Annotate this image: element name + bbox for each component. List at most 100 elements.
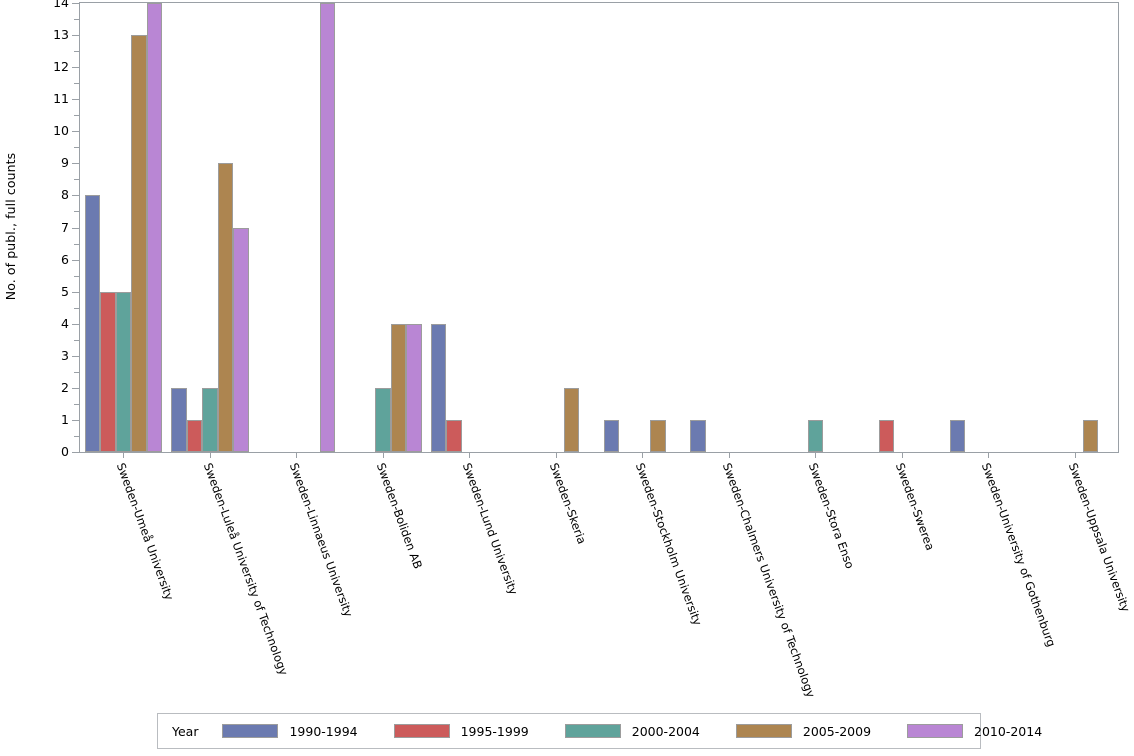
bar[interactable] — [186, 419, 202, 452]
y-axis-tick-label: 6 — [61, 251, 69, 267]
y-axis-tick-label: 5 — [61, 283, 69, 299]
legend-swatch — [393, 724, 450, 738]
x-axis-tick-label: Sweden-Luleå University of Technology — [200, 461, 291, 678]
y-axis-minor-tick — [74, 211, 79, 213]
y-axis-tick-label: 12 — [53, 59, 69, 75]
legend-item[interactable]: 2000-2004 — [564, 724, 700, 739]
x-axis-tick-label: Sweden-University of Gothenburg — [979, 461, 1059, 649]
bar-group — [603, 3, 682, 452]
y-axis-tick-label: 8 — [61, 187, 69, 203]
bar[interactable] — [1082, 419, 1098, 452]
y-axis-tick-mark — [72, 291, 79, 293]
legend-item[interactable]: 1995-1999 — [393, 723, 529, 739]
y-axis-tick-mark — [72, 163, 79, 165]
bar[interactable] — [146, 3, 162, 452]
x-axis-tick-mark — [815, 453, 817, 458]
bar-group — [690, 3, 768, 452]
bar[interactable] — [319, 3, 335, 452]
legend-item[interactable]: 2010-2014 — [907, 724, 1042, 739]
y-axis-minor-tick — [74, 51, 79, 53]
bar-group — [777, 3, 855, 452]
x-axis-tick-mark — [123, 453, 125, 458]
legend-title: Year — [172, 723, 199, 739]
x-axis-tick-label: Sweden-Chalmers University of Technology — [719, 461, 818, 700]
y-axis-tick-mark — [72, 67, 79, 69]
bar[interactable] — [563, 387, 579, 452]
bar[interactable] — [603, 419, 619, 452]
y-axis-tick-mark — [72, 323, 79, 325]
bar[interactable] — [878, 419, 894, 452]
y-axis-tick-label: 4 — [61, 315, 69, 331]
bar-group — [84, 3, 162, 452]
y-axis-tick-mark — [72, 387, 79, 389]
legend-items: 1990-1994 1995-1999 2000-2004 2005-2009 2010… — [222, 724, 1078, 739]
y-axis-tick-mark — [72, 131, 79, 133]
y-axis-tick-label: 7 — [61, 219, 69, 235]
bars-layer — [80, 3, 1118, 452]
bar[interactable] — [949, 419, 965, 452]
bar[interactable] — [690, 419, 706, 452]
y-axis-minor-tick — [74, 339, 79, 341]
plot-area — [79, 2, 1119, 453]
y-axis-minor-tick — [74, 403, 79, 405]
legend-item[interactable]: 2005-2009 — [735, 724, 871, 739]
y-axis-tick-mark — [72, 35, 79, 37]
y-axis-minor-tick — [74, 83, 79, 85]
y-axis: 0 1 2 3 4 5 6 7 8 9 10 11 12 13 14 — [0, 0, 79, 459]
x-axis-tick-label: Sweden-Stora Enso — [806, 461, 858, 571]
legend-label: 1990-1994 — [289, 723, 358, 739]
legend-label: 2010-2014 — [974, 723, 1043, 739]
legend-item[interactable]: 1990-1994 — [222, 723, 358, 739]
bar-group — [344, 3, 422, 452]
bar[interactable] — [100, 291, 116, 452]
x-axis-tick-mark — [469, 453, 471, 458]
y-axis-tick-mark — [72, 452, 79, 453]
y-axis-tick-mark — [72, 99, 79, 101]
x-axis-tick-label: Sweden-Boliden AB — [373, 461, 425, 571]
y-axis-minor-tick — [74, 147, 79, 149]
bar-group — [1036, 3, 1114, 452]
y-axis-minor-tick — [74, 19, 79, 21]
y-axis-tick-mark — [72, 195, 79, 197]
bar[interactable] — [446, 419, 462, 452]
y-axis-minor-tick — [74, 243, 79, 245]
x-axis-tick-mark — [901, 453, 903, 458]
x-axis-tick-mark — [209, 453, 211, 458]
bar[interactable] — [115, 291, 131, 452]
legend-swatch — [907, 724, 964, 738]
legend-swatch — [222, 724, 279, 738]
bar[interactable] — [807, 419, 823, 452]
legend-label: 1995-1999 — [460, 723, 529, 739]
x-axis-tick-label: Sweden-Skeria — [546, 461, 589, 546]
y-axis-minor-tick — [74, 179, 79, 181]
bar-group — [258, 3, 335, 452]
x-axis-tick-label: Sweden-Lund University — [460, 461, 521, 597]
bar[interactable] — [84, 195, 100, 452]
bar[interactable] — [650, 419, 666, 452]
bar[interactable] — [171, 387, 187, 452]
bar[interactable] — [131, 35, 147, 452]
x-axis-tick-label: Sweden-Swerea — [892, 461, 938, 553]
y-axis-tick-mark — [72, 227, 79, 229]
y-axis-tick-label: 13 — [53, 27, 69, 43]
bar[interactable] — [430, 323, 446, 452]
y-axis-minor-tick — [74, 115, 79, 117]
x-axis-tick-label: Sweden-Linnaeus University — [287, 461, 356, 619]
x-axis-tick-label: Sweden-Uppsala University — [1065, 461, 1133, 614]
y-axis-tick-label: 14 — [53, 0, 69, 10]
x-axis-tick-mark — [555, 453, 557, 458]
y-axis-tick-label: 3 — [61, 347, 69, 363]
bar[interactable] — [202, 387, 218, 452]
bar[interactable] — [217, 163, 233, 452]
bar-group — [171, 3, 249, 452]
y-axis-tick-label: 11 — [53, 91, 69, 107]
y-axis-tick-label: 2 — [61, 379, 69, 395]
bar[interactable] — [390, 323, 406, 452]
bar[interactable] — [406, 323, 422, 452]
bar[interactable] — [375, 387, 391, 452]
y-axis-minor-tick — [74, 275, 79, 277]
y-axis-tick-label: 9 — [61, 155, 69, 171]
x-axis-tick-mark — [1074, 453, 1076, 458]
bar[interactable] — [233, 227, 249, 452]
y-axis-minor-tick — [74, 435, 79, 437]
